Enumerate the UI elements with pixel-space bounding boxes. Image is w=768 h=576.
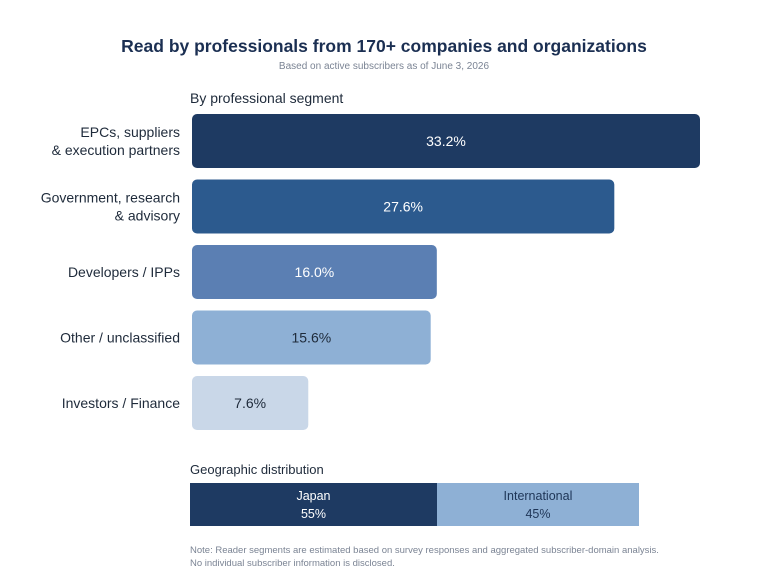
geo-distribution-bar: Japan 55% International 45% (190, 483, 639, 526)
segment-bar-chart: 33.2% EPCs, suppliers & execution partners… (41, 114, 700, 430)
category-label-0: EPCs, suppliers & execution partners (52, 124, 180, 158)
geo-international-label: International (503, 488, 573, 503)
geo-japan-value: 55% (300, 506, 326, 521)
bar-1 (192, 179, 615, 234)
geo-international-value: 45% (525, 506, 551, 521)
category-label-4: Investors / Finance (62, 395, 180, 411)
footnote-line-2: No individual subscriber information is … (190, 558, 395, 569)
bar-3 (192, 310, 431, 365)
page-title: Read by professionals from 170+ companie… (121, 36, 647, 56)
bar-value-label-3: 15.6% (291, 330, 331, 346)
category-label-2: Developers / IPPs (68, 264, 180, 280)
bar-4 (192, 376, 309, 430)
geo-segment-japan: Japan 55% (190, 483, 437, 526)
bar-2 (192, 245, 437, 299)
bar-value-label-0: 33.2% (426, 133, 466, 149)
footnote-line-1: Note: Reader segments are estimated base… (190, 545, 659, 556)
footnote: Note: Reader segments are estimated base… (190, 544, 659, 570)
geo-segment-international: International 45% (436, 483, 639, 526)
category-label-3: Other / unclassified (60, 330, 180, 346)
geo-japan-label: Japan (296, 488, 331, 503)
category-label-1: Government, research & advisory (41, 190, 180, 224)
bar-value-label-4: 7.6% (234, 395, 266, 411)
bar-value-label-2: 16.0% (295, 264, 335, 280)
page-subtitle: Based on active subscribers as of June 3… (278, 61, 490, 72)
geo-chart-title: Geographic distribution (190, 462, 324, 477)
bar-value-label-1: 27.6% (383, 199, 423, 215)
bar-0 (192, 114, 700, 168)
segment-chart-title: By professional segment (190, 90, 344, 106)
